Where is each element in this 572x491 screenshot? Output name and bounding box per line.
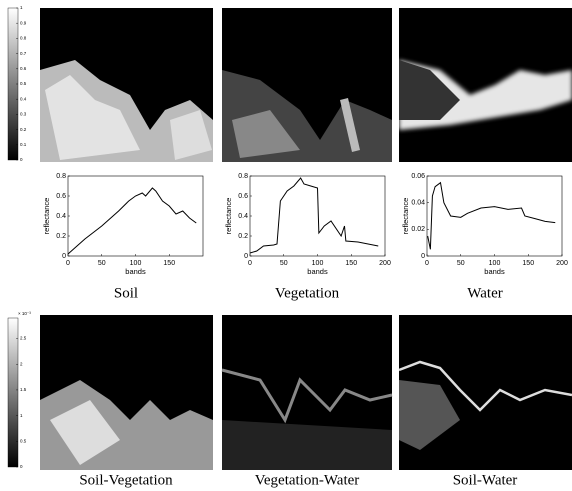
y-tick-label: 0.8 — [238, 173, 248, 180]
x-tick-label: 0 — [248, 260, 252, 267]
x-tick-label: 100 — [130, 260, 142, 267]
plot-frame — [427, 176, 562, 256]
colorbar-tick-label: 0.9 — [20, 20, 27, 25]
caption: Soil-Water — [453, 472, 518, 488]
y-axis-label: reflectance — [401, 198, 410, 235]
colorbar-tick-label: 0.5 — [20, 438, 27, 443]
x-tick-label: 50 — [98, 260, 106, 267]
colorbar-tick-label: 0 — [20, 157, 23, 162]
caption: Vegetation — [275, 285, 340, 301]
y-tick-label: 0.2 — [56, 233, 66, 240]
caption: Water — [467, 285, 502, 301]
y-tick-label: 0.6 — [238, 193, 248, 200]
y-axis-label: reflectance — [224, 198, 233, 235]
colorbar-tick-label: 1 — [20, 413, 23, 418]
x-tick-label: 0 — [425, 260, 429, 267]
spectrum-line — [428, 183, 556, 250]
y-tick-label: 0.4 — [238, 213, 248, 220]
x-axis-label: bands — [125, 267, 146, 276]
x-axis-label: bands — [484, 267, 505, 276]
spectrum-line — [250, 178, 378, 253]
colorbar — [8, 318, 18, 467]
charts: 0 50 100 150 0 0.2 0.4 0.6 0.8 bands reflectance 0 5… — [42, 173, 568, 276]
x-tick-label: 150 — [522, 260, 534, 267]
x-axis-label: bands — [307, 267, 328, 276]
colorbar-tick-label: 0.1 — [20, 142, 27, 147]
colorbar-tick-label: 0.3 — [20, 112, 27, 117]
y-tick-label: 0.6 — [56, 193, 66, 200]
colorbar-tick-label: 2 — [20, 361, 23, 366]
colorbar-tick-label: 1 — [20, 5, 23, 10]
y-tick-label: 0.06 — [411, 173, 425, 180]
abundance-maps — [40, 8, 572, 470]
x-tick-label: 0 — [66, 260, 70, 267]
colorbar-tick-label: 0.6 — [20, 66, 27, 71]
y-tick-label: 0.2 — [238, 233, 248, 240]
colorbar-tick-label: 0.5 — [20, 81, 27, 86]
colorbar-tick-label: 0 — [20, 464, 23, 469]
y-axis-label: reflectance — [42, 198, 51, 235]
caption: Vegetation-Water — [255, 472, 360, 488]
x-tick-label: 100 — [489, 260, 501, 267]
colorbar-exponent: × 10⁻³ — [18, 311, 31, 316]
y-tick-label: 0 — [62, 253, 66, 260]
colorbar-tick-label: 0.2 — [20, 127, 27, 132]
colorbars: 0 0.1 0.2 0.3 0.4 0.5 0.6 0.7 0.8 0.9 1 0 0.5 1 1.5 2 2.… — [8, 5, 31, 469]
colorbar-tick-label: 0.7 — [20, 51, 27, 56]
figure: 05010015000.20.40.60.8bandsreflectance05… — [0, 0, 572, 491]
y-tick-label: 0 — [244, 253, 248, 260]
x-tick-label: 200 — [556, 260, 568, 267]
y-tick-label: 0.8 — [56, 173, 66, 180]
colorbar-tick-label: 1.5 — [20, 387, 27, 392]
x-tick-label: 50 — [457, 260, 465, 267]
y-tick-label: 0.04 — [411, 200, 425, 207]
x-tick-label: 100 — [312, 260, 324, 267]
plot-frame — [68, 176, 203, 256]
y-tick-label: 0 — [421, 253, 425, 260]
y-tick-label: 0.4 — [56, 213, 66, 220]
caption: Soil — [114, 285, 138, 301]
colorbar-tick-label: 0.8 — [20, 36, 27, 41]
x-tick-label: 150 — [345, 260, 357, 267]
x-tick-label: 50 — [280, 260, 288, 267]
spectrum-line — [68, 188, 196, 254]
x-tick-label: 200 — [379, 260, 391, 267]
x-tick-label: 150 — [163, 260, 175, 267]
colorbar-tick-label: 0.4 — [20, 96, 27, 101]
colorbar-tick-label: 2.5 — [20, 336, 27, 341]
caption: Soil-Vegetation — [79, 472, 173, 488]
y-tick-label: 0.02 — [411, 226, 425, 233]
